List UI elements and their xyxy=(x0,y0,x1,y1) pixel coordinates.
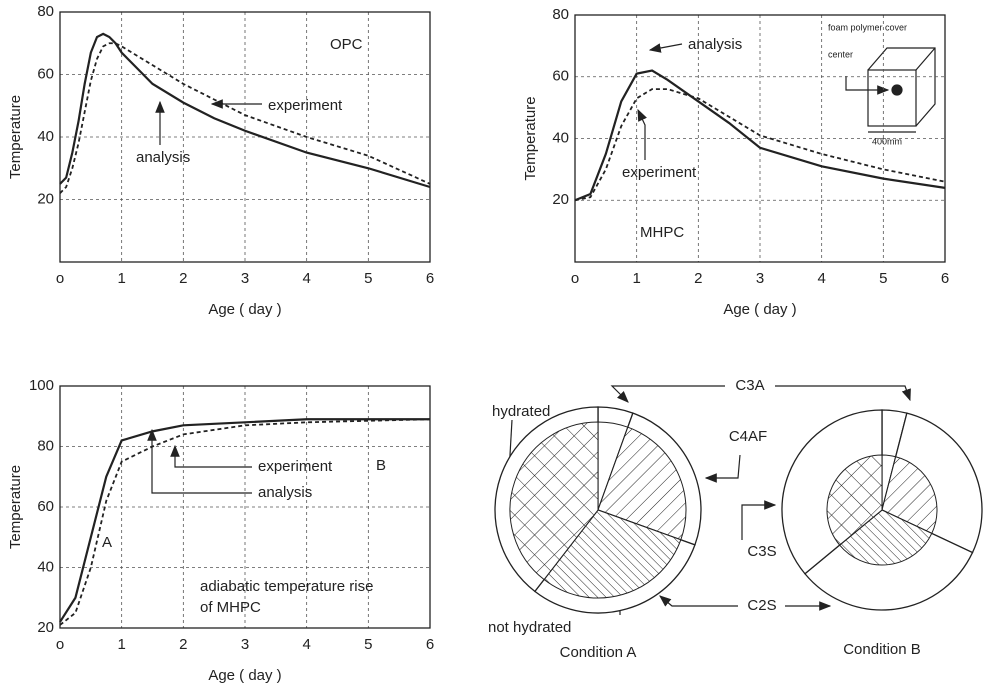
x-tick-label: 2 xyxy=(179,270,187,287)
annotation: OPC xyxy=(330,36,363,53)
category-label: C2S xyxy=(747,597,776,614)
y-tick-label: 20 xyxy=(37,619,54,636)
x-tick-label: 5 xyxy=(364,270,372,287)
series-line xyxy=(59,32,431,189)
annotation: hydrated xyxy=(492,403,550,420)
pie-slice-unhydrated xyxy=(826,454,883,546)
pie-slice-unhydrated xyxy=(881,456,938,535)
annotation: center xyxy=(828,49,853,59)
pie-slice-unhydrated xyxy=(597,426,687,541)
series-line xyxy=(59,42,431,194)
pie-slice-unhydrated xyxy=(838,509,933,566)
y-tick-label: 80 xyxy=(37,437,54,454)
plot-frame xyxy=(59,11,431,263)
series-line xyxy=(59,418,431,626)
plot-frame xyxy=(59,385,431,629)
x-axis-title: Age ( day ) xyxy=(208,301,281,318)
annotation: adiabatic temperature rise xyxy=(200,578,373,595)
category-label: C4AF xyxy=(729,428,767,445)
y-tick-label: 20 xyxy=(37,190,54,207)
y-tick-label: 60 xyxy=(552,68,569,85)
x-tick-label: 1 xyxy=(117,636,125,653)
annotation: analysis xyxy=(258,484,312,501)
annotation: experiment xyxy=(258,458,333,475)
plot-frame xyxy=(574,14,946,263)
category-label: C3S xyxy=(747,543,776,560)
y-tick-label: 40 xyxy=(37,128,54,145)
annotation: B xyxy=(376,457,386,474)
category-label: C3S xyxy=(747,543,776,560)
x-tick-label: 5 xyxy=(879,270,887,287)
x-tick-label: 4 xyxy=(302,636,310,653)
x-axis-title: Age ( day ) xyxy=(208,667,281,684)
y-axis-title: Temperature xyxy=(7,95,24,179)
category-label: C2S xyxy=(747,597,776,614)
y-tick-label: 40 xyxy=(37,558,54,575)
y-tick-label: 80 xyxy=(37,3,54,20)
x-tick-label: o xyxy=(56,270,64,287)
series-label: experiment xyxy=(622,164,697,181)
annotation: foam polymer cover xyxy=(828,22,907,32)
y-tick-label: 60 xyxy=(37,498,54,515)
x-tick-label: 2 xyxy=(179,636,187,653)
x-tick-label: 4 xyxy=(302,270,310,287)
series-label: analysis xyxy=(688,36,742,53)
annotation: of MHPC xyxy=(200,599,261,616)
x-tick-label: 6 xyxy=(426,636,434,653)
x-tick-label: 3 xyxy=(241,270,249,287)
category-label: C3A xyxy=(735,377,764,394)
y-tick-label: 20 xyxy=(552,191,569,208)
x-tick-label: 5 xyxy=(364,636,372,653)
x-axis-title: Age ( day ) xyxy=(723,301,796,318)
x-tick-label: o xyxy=(571,270,579,287)
x-tick-label: 2 xyxy=(694,270,702,287)
inset-cube xyxy=(845,47,936,133)
x-tick-label: 4 xyxy=(817,270,825,287)
y-tick-label: 100 xyxy=(29,377,54,394)
x-tick-label: o xyxy=(56,636,64,653)
x-tick-label: 6 xyxy=(426,270,434,287)
pie-name: Condition B xyxy=(843,641,921,658)
y-axis-title: Temperature xyxy=(7,465,24,549)
y-tick-label: 40 xyxy=(552,129,569,146)
annotation: A xyxy=(102,534,112,551)
series-label: experiment xyxy=(268,97,343,114)
annotation: not hydrated xyxy=(488,619,571,636)
series-line xyxy=(59,418,430,623)
category-label: C4AF xyxy=(729,428,767,445)
x-tick-label: 1 xyxy=(632,270,640,287)
pie-slice-unhydrated xyxy=(543,509,682,599)
y-tick-label: 60 xyxy=(37,65,54,82)
series-line xyxy=(574,69,946,202)
category-label: C3A xyxy=(735,377,764,394)
pie-slice-unhydrated xyxy=(509,421,599,581)
x-tick-label: 1 xyxy=(117,270,125,287)
x-tick-label: 3 xyxy=(241,636,249,653)
x-tick-label: 3 xyxy=(756,270,764,287)
annotation: MHPC xyxy=(640,224,684,241)
y-tick-label: 80 xyxy=(552,6,569,23)
series-label: analysis xyxy=(136,149,190,166)
x-tick-label: 6 xyxy=(941,270,949,287)
y-axis-title: Temperature xyxy=(522,96,539,180)
annotation: 400mm xyxy=(872,136,902,146)
pie-name: Condition A xyxy=(560,644,637,661)
